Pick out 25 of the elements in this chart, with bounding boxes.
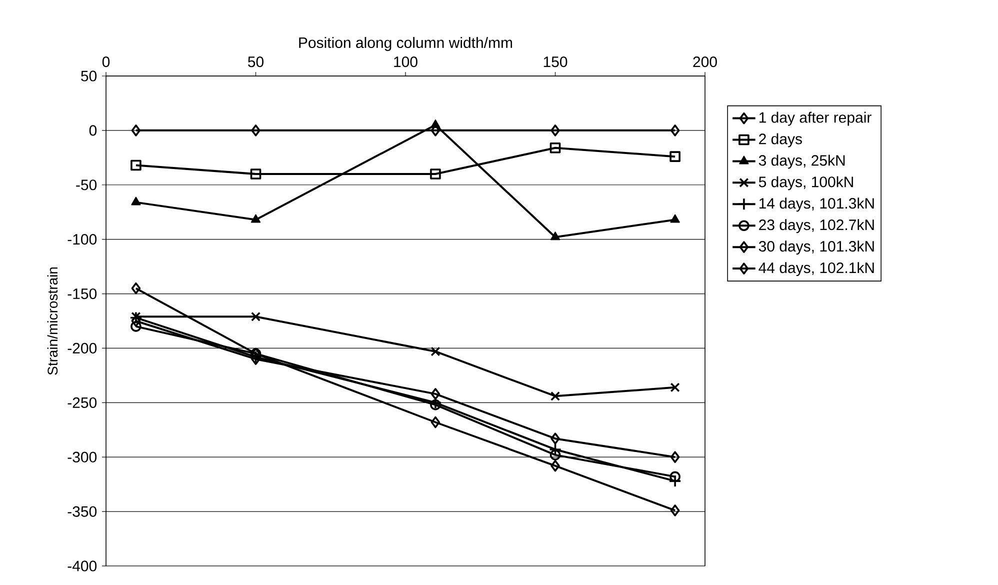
legend-label: 23 days, 102.7kN: [759, 219, 874, 234]
x-axis-title: Position along column width/mm: [299, 36, 512, 51]
legend-label: 44 days, 102.1kN: [758, 262, 874, 276]
x-tick-label: 100: [394, 56, 418, 68]
y-axis-title: Strain/microstrain: [47, 267, 58, 375]
y-tick-label: -50: [76, 180, 97, 190]
legend-label: 5 days, 100kN: [758, 176, 853, 190]
y-tick-label: -200: [68, 342, 97, 354]
x-tick-label: 50: [248, 56, 264, 68]
legend-label: 1 day after repair: [759, 112, 872, 126]
x-tick-label: 200: [693, 56, 717, 68]
x-tick-label: 150: [544, 56, 568, 68]
x-tick-label: 0: [102, 56, 110, 68]
legend-label: 14 days, 101.3kN: [759, 198, 874, 212]
y-tick-label: -150: [68, 288, 97, 300]
legend-label: 2 days: [759, 133, 802, 148]
y-tick-label: -300: [68, 452, 97, 462]
legend-label: 30 days, 101.3kN: [758, 240, 874, 255]
y-tick-label: -100: [68, 234, 97, 245]
y-tick-label: -250: [68, 397, 97, 408]
y-tick-label: 50: [81, 70, 97, 82]
legend-label: 3 days, 25kN: [758, 154, 845, 169]
y-tick-label: -350: [68, 506, 97, 517]
y-tick-label: -400: [68, 560, 97, 572]
y-tick-label: 0: [89, 125, 97, 136]
